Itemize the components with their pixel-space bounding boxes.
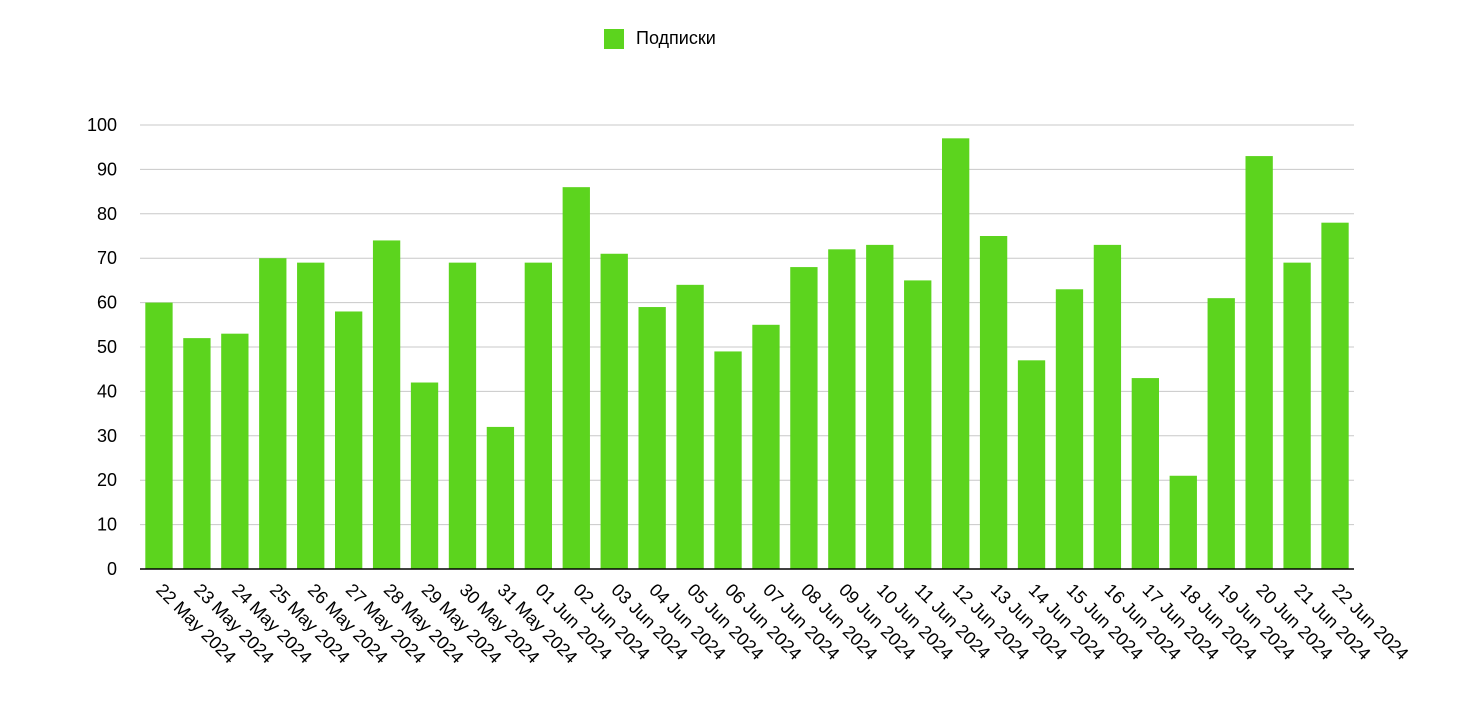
bars [145, 138, 1349, 569]
bar [1283, 262, 1311, 569]
bar [1093, 244, 1122, 569]
bar [941, 138, 970, 569]
bar [676, 284, 704, 569]
y-tick-label: 80 [97, 204, 117, 224]
bar [334, 311, 363, 569]
y-tick-label: 50 [97, 337, 117, 357]
bar [904, 280, 932, 569]
bar [1169, 475, 1197, 569]
bar [979, 236, 1008, 569]
y-tick-label: 40 [97, 381, 117, 401]
bar [410, 382, 439, 569]
bar [752, 324, 780, 569]
bar [524, 262, 553, 569]
bar [790, 267, 818, 569]
bar [221, 333, 249, 569]
bar [638, 307, 666, 569]
bar [866, 244, 894, 569]
bar [297, 262, 325, 569]
legend-label: Подписки [636, 28, 716, 48]
y-tick-label: 60 [97, 293, 117, 313]
bar [1055, 289, 1084, 569]
legend: Подписки [604, 28, 716, 49]
bar [1131, 378, 1160, 569]
bar [448, 262, 477, 569]
y-tick-label: 20 [97, 470, 117, 490]
y-tick-label: 30 [97, 426, 117, 446]
bar [486, 426, 515, 569]
legend-swatch [604, 28, 624, 49]
bar [600, 253, 628, 569]
bar [828, 249, 856, 569]
bar [562, 187, 590, 569]
bar [1207, 298, 1235, 569]
bar [259, 258, 287, 569]
bar [372, 240, 401, 569]
bar [183, 338, 211, 569]
y-tick-label: 10 [97, 515, 117, 535]
y-tick-label: 70 [97, 248, 117, 268]
bar [1245, 156, 1273, 569]
y-tick-label: 0 [107, 559, 117, 579]
bar [1321, 222, 1349, 569]
y-tick-label: 90 [97, 159, 117, 179]
bar [1017, 360, 1046, 569]
y-axis-tick-labels: 0 10 20 30 40 50 60 70 80 90 100 [87, 115, 117, 579]
bar [714, 351, 742, 569]
bar [145, 302, 173, 569]
y-tick-label: 100 [87, 115, 117, 135]
